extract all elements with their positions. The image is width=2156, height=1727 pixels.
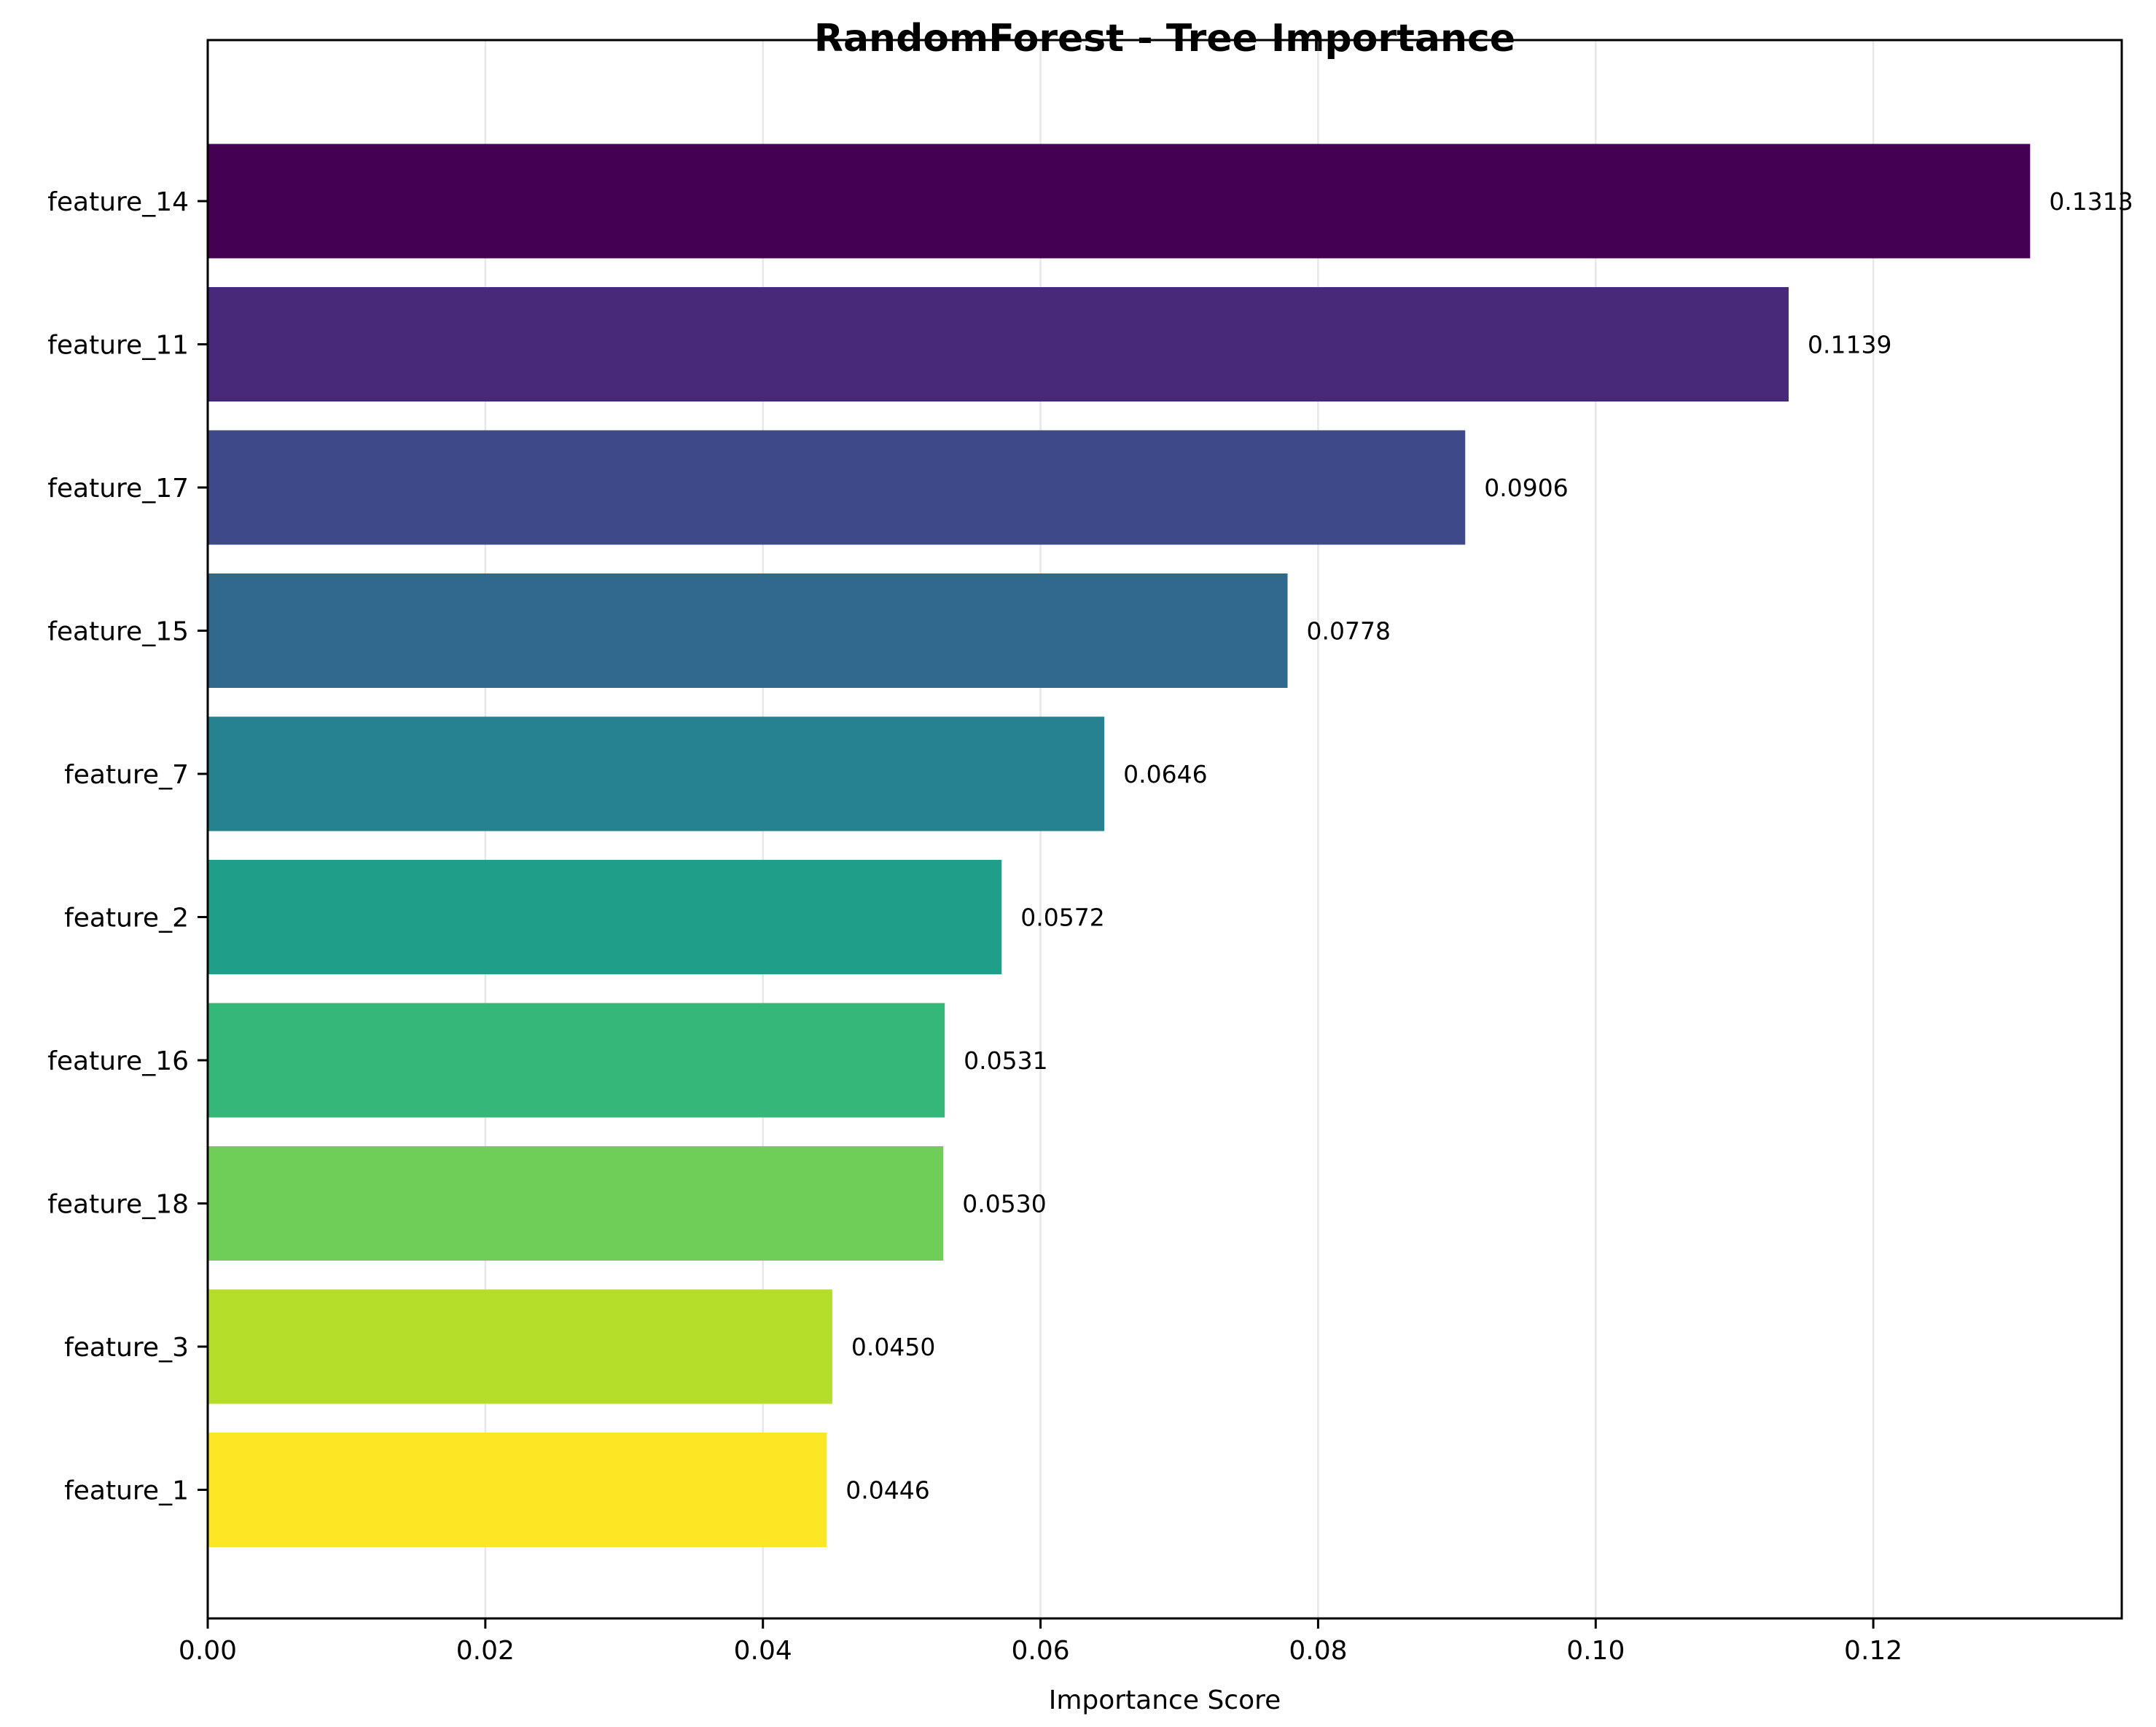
value-label-feature-17: 0.0906 bbox=[1484, 474, 1568, 502]
x-tick-label: 0.06 bbox=[1011, 1636, 1069, 1666]
bars bbox=[208, 144, 2031, 1547]
value-label-feature-7: 0.0646 bbox=[1123, 760, 1207, 788]
y-tick-label-feature-14: feature_14 bbox=[47, 187, 189, 217]
value-label-feature-16: 0.0531 bbox=[964, 1046, 1047, 1075]
value-label-feature-11: 0.1139 bbox=[1808, 331, 1891, 359]
x-tick-label: 0.12 bbox=[1844, 1636, 1902, 1666]
y-tick-label-feature-17: feature_17 bbox=[47, 474, 189, 504]
value-label-feature-15: 0.0778 bbox=[1307, 617, 1391, 646]
y-tick-label-feature-1: feature_1 bbox=[64, 1476, 189, 1506]
x-tick-label: 0.02 bbox=[456, 1636, 515, 1666]
bar-feature-2 bbox=[208, 860, 1002, 974]
value-label-feature-14: 0.1313 bbox=[2049, 187, 2133, 216]
bar-feature-1 bbox=[208, 1433, 827, 1547]
bar-feature-18 bbox=[208, 1146, 944, 1261]
y-axis: feature_14 feature_11 feature_17 feature_15… bbox=[47, 187, 208, 1506]
bar-feature-11 bbox=[208, 287, 1789, 402]
value-label-feature-1: 0.0446 bbox=[845, 1476, 929, 1505]
bar-feature-17 bbox=[208, 430, 1466, 545]
bar-feature-16 bbox=[208, 1003, 945, 1118]
bar-feature-14 bbox=[208, 144, 2031, 259]
y-tick-label-feature-2: feature_2 bbox=[64, 904, 189, 933]
y-tick-label-feature-18: feature_18 bbox=[47, 1190, 189, 1220]
y-tick-label-feature-7: feature_7 bbox=[64, 760, 189, 790]
x-axis: 0.00 0.02 0.04 0.06 0.08 0.10 0.12 bbox=[179, 1618, 1902, 1666]
plot-frame bbox=[206, 39, 2123, 1620]
bar-feature-3 bbox=[208, 1289, 832, 1404]
y-tick-label-feature-16: feature_16 bbox=[47, 1046, 189, 1076]
value-label-feature-3: 0.0450 bbox=[851, 1333, 935, 1361]
x-tick-label: 0.04 bbox=[734, 1636, 792, 1666]
x-tick-label: 0.08 bbox=[1289, 1636, 1347, 1666]
x-tick-label: 0.10 bbox=[1566, 1636, 1625, 1666]
y-tick-label-feature-3: feature_3 bbox=[64, 1333, 189, 1363]
chart-title: RandomForest - Tree Importance bbox=[814, 17, 1515, 60]
value-label-feature-18: 0.0530 bbox=[962, 1190, 1046, 1218]
x-axis-label: Importance Score bbox=[1049, 1685, 1281, 1715]
y-tick-label-feature-15: feature_15 bbox=[47, 617, 189, 647]
x-tick-label: 0.00 bbox=[179, 1636, 237, 1666]
bar-feature-15 bbox=[208, 573, 1288, 688]
value-label-feature-2: 0.0572 bbox=[1020, 904, 1104, 932]
y-tick-label-feature-11: feature_11 bbox=[47, 331, 189, 361]
bar-feature-7 bbox=[208, 716, 1105, 831]
value-labels: 0.1313 0.1139 0.0906 0.0778 0.0646 0.0572 0.05… bbox=[845, 187, 2133, 1505]
